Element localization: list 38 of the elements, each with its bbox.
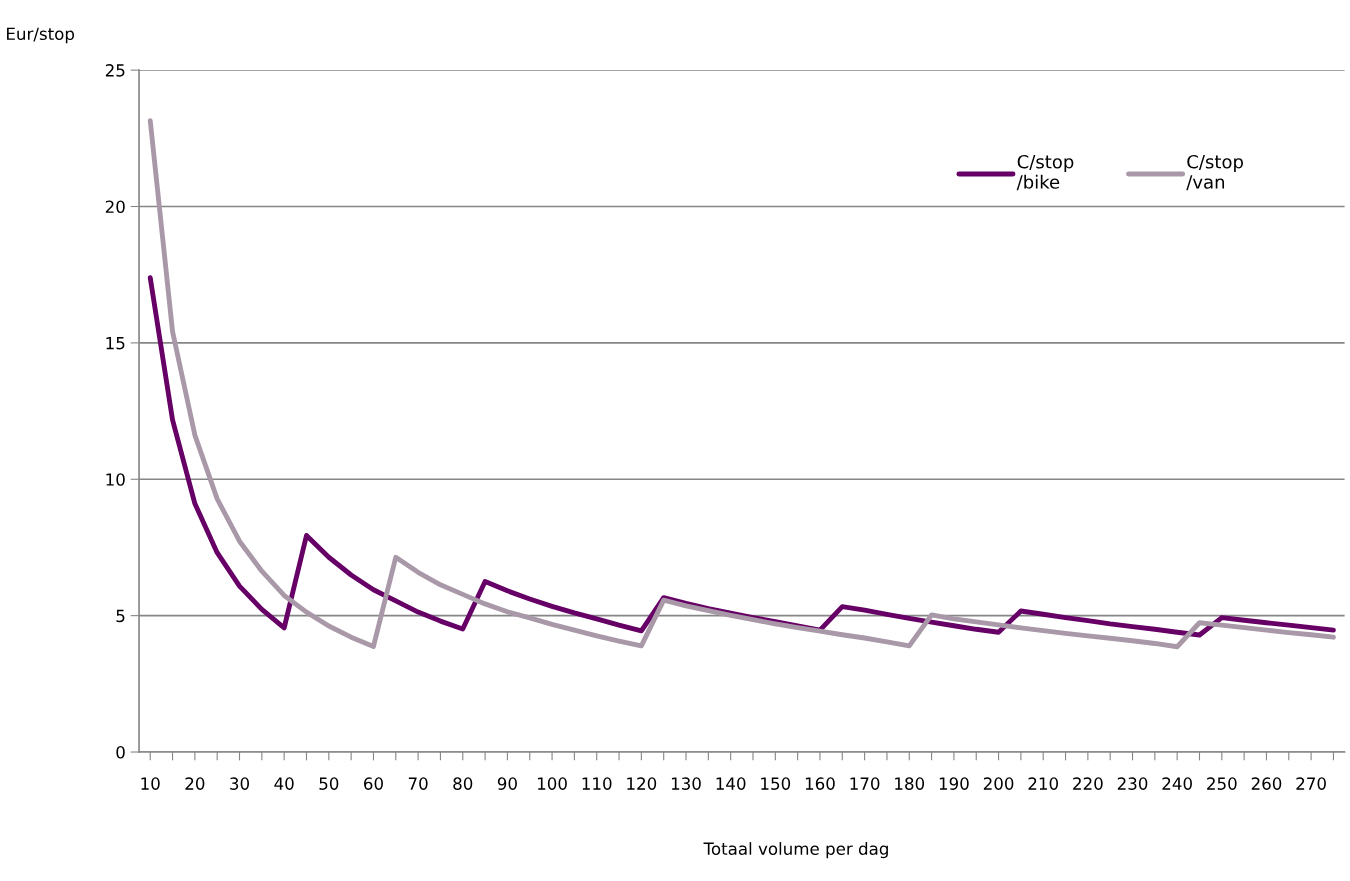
x-tick-label: 40 — [274, 777, 294, 790]
y-tick-label: 0 — [116, 745, 125, 759]
x-tick-label: 180 — [895, 777, 925, 790]
x-tick-label: 110 — [582, 777, 612, 790]
x-tick-label: 200 — [983, 777, 1014, 790]
y-tick-label: 10 — [106, 473, 125, 486]
x-tick-label: 160 — [805, 777, 835, 790]
x-axis-title: Totaal volume per dag — [703, 842, 888, 859]
x-tick-label: 230 — [1117, 777, 1148, 790]
x-tick-label: 30 — [230, 777, 250, 790]
x-tick-label: 80 — [453, 777, 473, 790]
y-tick-label: 5 — [116, 609, 125, 623]
x-tick-label: 220 — [1073, 777, 1103, 790]
x-tick-label: 260 — [1251, 777, 1282, 790]
x-tick-label: 190 — [939, 777, 969, 790]
x-tick-label: 60 — [364, 777, 383, 790]
x-tick-label: 120 — [627, 777, 657, 790]
y-tick-label: 25 — [105, 64, 125, 77]
x-tick-label: 150 — [761, 777, 791, 790]
x-tick-label: 20 — [185, 777, 205, 790]
x-tick-label: 210 — [1028, 777, 1059, 790]
y-tick-label: 15 — [106, 337, 125, 350]
x-tick-label: 90 — [497, 777, 517, 790]
x-tick-label: 250 — [1207, 777, 1237, 790]
x-tick-label: 100 — [537, 777, 567, 790]
legend-label: C/stop /bike — [1016, 154, 1074, 191]
y-axis-title: Eur/stop — [7, 27, 75, 44]
x-tick-label: 170 — [850, 777, 880, 790]
x-tick-label: 10 — [141, 777, 160, 790]
x-tick-label: 130 — [671, 777, 701, 790]
x-tick-label: 270 — [1296, 777, 1326, 790]
line-series — [147, 118, 1336, 650]
x-tick-label: 70 — [408, 777, 428, 790]
x-tick-label: 240 — [1162, 777, 1192, 790]
x-tick-label: 140 — [716, 777, 746, 790]
y-tick-label: 20 — [105, 200, 125, 214]
legend-label: C/stop /van — [1186, 154, 1243, 191]
x-tick-label: 50 — [319, 777, 339, 790]
